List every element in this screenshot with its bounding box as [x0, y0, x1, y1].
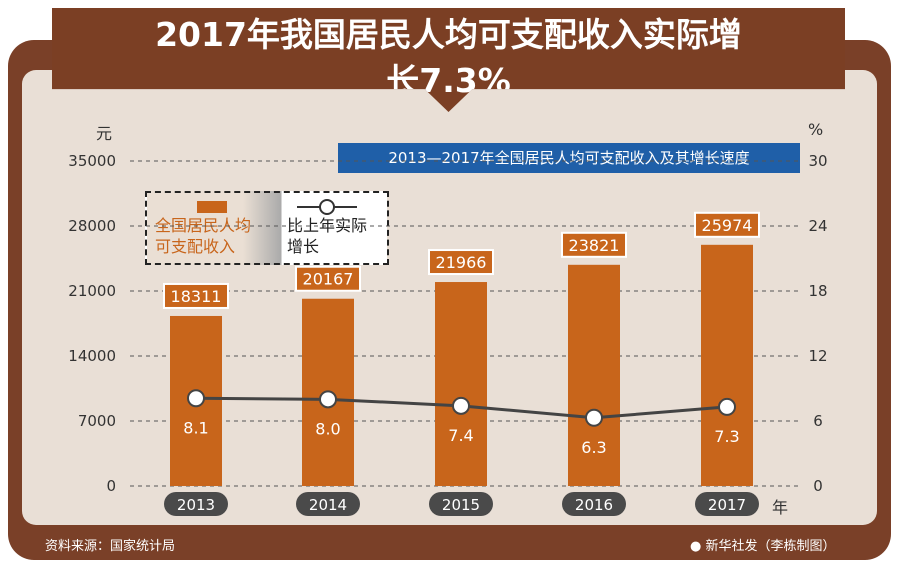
- right-tick-label: 0: [813, 477, 823, 495]
- right-tick-label: 18: [808, 282, 827, 300]
- bar-value-label: 18311: [171, 287, 222, 306]
- left-tick-label: 14000: [68, 347, 116, 365]
- growth-point: [187, 389, 205, 408]
- right-tick-label: 30: [808, 152, 827, 170]
- growth-value-label: 7.4: [448, 426, 473, 445]
- left-tick-label: 7000: [78, 412, 116, 430]
- credit-text: 新华社发（李栋制图）: [705, 539, 836, 554]
- bar: [435, 282, 487, 486]
- bar-label-box: [163, 282, 229, 309]
- left-tick-label: 35000: [68, 152, 116, 170]
- bar-value-label: 21966: [436, 253, 487, 272]
- x-tick-label: 2014: [309, 496, 347, 514]
- bar-label-box: [295, 265, 361, 292]
- left-axis-unit: 元: [96, 124, 113, 143]
- bar-label-box: [694, 211, 760, 238]
- growth-value-label: 8.1: [183, 418, 208, 437]
- x-tick-label: 2015: [442, 496, 480, 514]
- x-axis-unit: 年: [772, 498, 789, 517]
- year-pill: [164, 492, 228, 516]
- left-tick-label: 21000: [68, 282, 116, 300]
- growth-point: [319, 390, 337, 409]
- growth-point: [718, 397, 736, 416]
- legend-line-label: 比上年实际增长: [287, 216, 368, 256]
- bar-value-label: 20167: [303, 270, 354, 289]
- left-tick-label: 28000: [68, 217, 116, 235]
- source-note: 资料来源：国家统计局: [45, 539, 176, 554]
- chart-subtitle: 2013—2017年全国居民人均可支配收入及其增长速度: [338, 143, 800, 173]
- bar: [701, 244, 753, 486]
- right-tick-label: 6: [813, 412, 823, 430]
- growth-value-label: 7.3: [714, 427, 739, 446]
- year-pill: [562, 492, 626, 516]
- left-tick-label: 0: [106, 477, 116, 495]
- year-pill: [695, 492, 759, 516]
- bar: [568, 264, 620, 486]
- x-tick-label: 2017: [708, 496, 746, 514]
- legend-line-swatch: [297, 199, 357, 215]
- right-axis-unit: %: [808, 120, 824, 139]
- bar-value-label: 25974: [702, 216, 753, 235]
- bar-label-box: [561, 231, 627, 258]
- right-tick-label: 24: [808, 217, 827, 235]
- bar-value-label: 23821: [569, 236, 620, 255]
- credit-note: ● 新华社发（李栋制图）: [690, 539, 836, 554]
- x-tick-label: 2013: [177, 496, 215, 514]
- legend-bar-swatch: [197, 201, 227, 213]
- legend: 全国居民人均可支配收入 比上年实际增长: [145, 191, 389, 265]
- growth-value-label: 6.3: [581, 438, 606, 457]
- growth-point: [452, 396, 470, 415]
- growth-value-label: 8.0: [315, 419, 340, 438]
- bar-label-box: [428, 249, 494, 276]
- year-pill: [429, 492, 493, 516]
- right-tick-label: 12: [808, 347, 827, 365]
- year-pill: [296, 492, 360, 516]
- x-tick-label: 2016: [575, 496, 613, 514]
- growth-point: [585, 408, 603, 427]
